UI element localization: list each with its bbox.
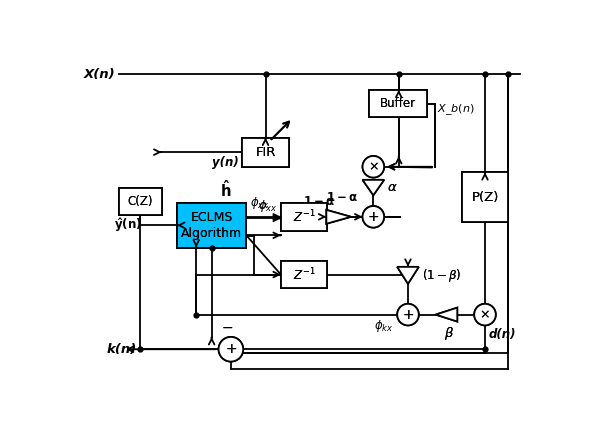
Bar <box>370 90 428 117</box>
Text: d(n): d(n) <box>489 328 516 341</box>
Circle shape <box>397 304 418 326</box>
Text: $Z^{-1}$: $Z^{-1}$ <box>293 266 315 283</box>
Text: X(n): X(n) <box>84 68 115 81</box>
Text: $\alpha$: $\alpha$ <box>387 181 398 194</box>
Text: ECLMS
Algorithm: ECLMS Algorithm <box>181 211 242 240</box>
Circle shape <box>362 156 384 177</box>
Text: −: − <box>222 321 233 334</box>
Text: $\phi_{xx}$: $\phi_{xx}$ <box>250 195 270 212</box>
Text: $\phi_{kx}$: $\phi_{kx}$ <box>374 319 393 334</box>
Text: ×: × <box>480 308 490 321</box>
Circle shape <box>362 206 384 227</box>
Text: ECLMS
Algorithm: ECLMS Algorithm <box>181 211 242 240</box>
Bar <box>281 203 327 231</box>
Polygon shape <box>397 267 418 284</box>
Bar <box>281 260 327 289</box>
Bar <box>462 172 508 222</box>
Text: ×: × <box>480 308 490 321</box>
Polygon shape <box>436 308 457 322</box>
Bar <box>281 260 327 289</box>
Text: +: + <box>402 308 414 322</box>
Circle shape <box>362 206 384 227</box>
Text: $\mathbf{\hat{y}(n)}$: $\mathbf{\hat{y}(n)}$ <box>114 216 142 234</box>
Circle shape <box>397 304 418 326</box>
Text: $(1-\beta)$: $(1-\beta)$ <box>422 267 461 284</box>
Text: P(Z): P(Z) <box>472 191 499 204</box>
Text: $\beta$: $\beta$ <box>444 325 454 341</box>
Text: $Z^{-1}$: $Z^{-1}$ <box>293 266 315 283</box>
Text: FIR: FIR <box>255 146 276 159</box>
Text: y(n): y(n) <box>212 156 238 169</box>
Text: C(Z): C(Z) <box>128 195 153 208</box>
Text: Buffer: Buffer <box>380 97 417 110</box>
Bar <box>119 187 162 215</box>
Text: −: − <box>222 321 233 334</box>
Polygon shape <box>362 180 384 195</box>
Polygon shape <box>436 308 457 322</box>
Text: k(n): k(n) <box>106 343 136 356</box>
Text: $Z^{-1}$: $Z^{-1}$ <box>293 209 315 225</box>
Polygon shape <box>326 210 351 224</box>
Text: +: + <box>225 342 237 356</box>
Bar <box>281 203 327 231</box>
Bar <box>370 90 428 117</box>
Circle shape <box>474 304 496 326</box>
Bar <box>462 172 508 222</box>
Bar <box>242 137 289 167</box>
Text: +: + <box>367 210 379 224</box>
Text: $\mathbf{1-\alpha}$: $\mathbf{1-\alpha}$ <box>326 191 359 204</box>
Polygon shape <box>362 180 384 195</box>
Circle shape <box>218 337 243 362</box>
Polygon shape <box>397 267 418 284</box>
Bar <box>242 137 289 167</box>
Text: $(1-\beta)$: $(1-\beta)$ <box>422 267 461 284</box>
Text: $\phi_{xx}$: $\phi_{xx}$ <box>257 198 277 214</box>
Text: P(Z): P(Z) <box>472 191 499 204</box>
Text: +: + <box>225 342 237 356</box>
Text: C(Z): C(Z) <box>128 195 153 208</box>
Text: $Z^{-1}$: $Z^{-1}$ <box>293 209 315 225</box>
Circle shape <box>362 156 384 177</box>
Polygon shape <box>326 210 351 224</box>
Text: +: + <box>402 308 414 322</box>
Text: ×: × <box>368 160 379 173</box>
Text: Buffer: Buffer <box>380 97 417 110</box>
Text: $\beta$: $\beta$ <box>444 326 454 342</box>
Text: $\alpha$: $\alpha$ <box>387 181 398 194</box>
Circle shape <box>218 337 243 362</box>
Text: ×: × <box>368 160 379 173</box>
Bar <box>177 203 246 248</box>
Text: +: + <box>367 210 379 224</box>
Circle shape <box>474 304 496 326</box>
Text: $\mathbf{\hat{h}}$: $\mathbf{\hat{h}}$ <box>220 180 231 200</box>
Text: $X\_b(n)$: $X\_b(n)$ <box>437 103 475 117</box>
Bar <box>119 187 162 215</box>
Text: FIR: FIR <box>255 146 276 159</box>
Bar <box>177 203 246 248</box>
Text: $\mathbf{1-\alpha}$: $\mathbf{1-\alpha}$ <box>303 195 335 208</box>
